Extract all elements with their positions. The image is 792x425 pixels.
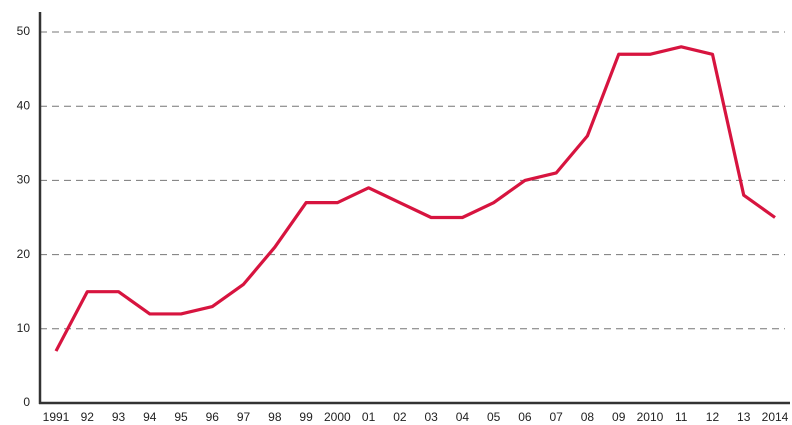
x-tick-label: 05 <box>487 410 501 424</box>
y-tick-label: 30 <box>17 173 31 187</box>
y-tick-label: 40 <box>17 98 31 112</box>
x-tick-label: 11 <box>675 410 688 424</box>
x-tick-label: 93 <box>112 410 126 424</box>
x-tick-label: 95 <box>174 410 188 424</box>
x-tick-label: 13 <box>737 410 751 424</box>
y-tick-label: 0 <box>23 395 30 409</box>
x-tick-label: 06 <box>518 410 532 424</box>
x-tick-label: 2014 <box>762 410 789 424</box>
x-tick-label: 97 <box>237 410 251 424</box>
x-tick-label: 98 <box>268 410 282 424</box>
x-tick-label: 2010 <box>637 410 664 424</box>
x-tick-label: 99 <box>299 410 313 424</box>
x-tick-label: 2000 <box>324 410 351 424</box>
x-tick-label: 07 <box>549 410 563 424</box>
y-tick-label: 50 <box>17 24 31 38</box>
x-tick-label: 04 <box>456 410 470 424</box>
y-tick-label: 20 <box>17 247 31 261</box>
x-tick-label: 08 <box>581 410 595 424</box>
x-tick-label: 02 <box>393 410 407 424</box>
y-tick-label: 10 <box>17 321 31 335</box>
x-tick-label: 03 <box>424 410 438 424</box>
x-tick-label: 92 <box>81 410 95 424</box>
x-tick-label: 94 <box>143 410 157 424</box>
x-tick-label: 96 <box>206 410 220 424</box>
x-tick-label: 09 <box>612 410 626 424</box>
x-tick-label: 01 <box>362 410 376 424</box>
line-series <box>54 45 776 352</box>
x-tick-label: 12 <box>706 410 720 424</box>
x-tick-label: 1991 <box>43 410 70 424</box>
